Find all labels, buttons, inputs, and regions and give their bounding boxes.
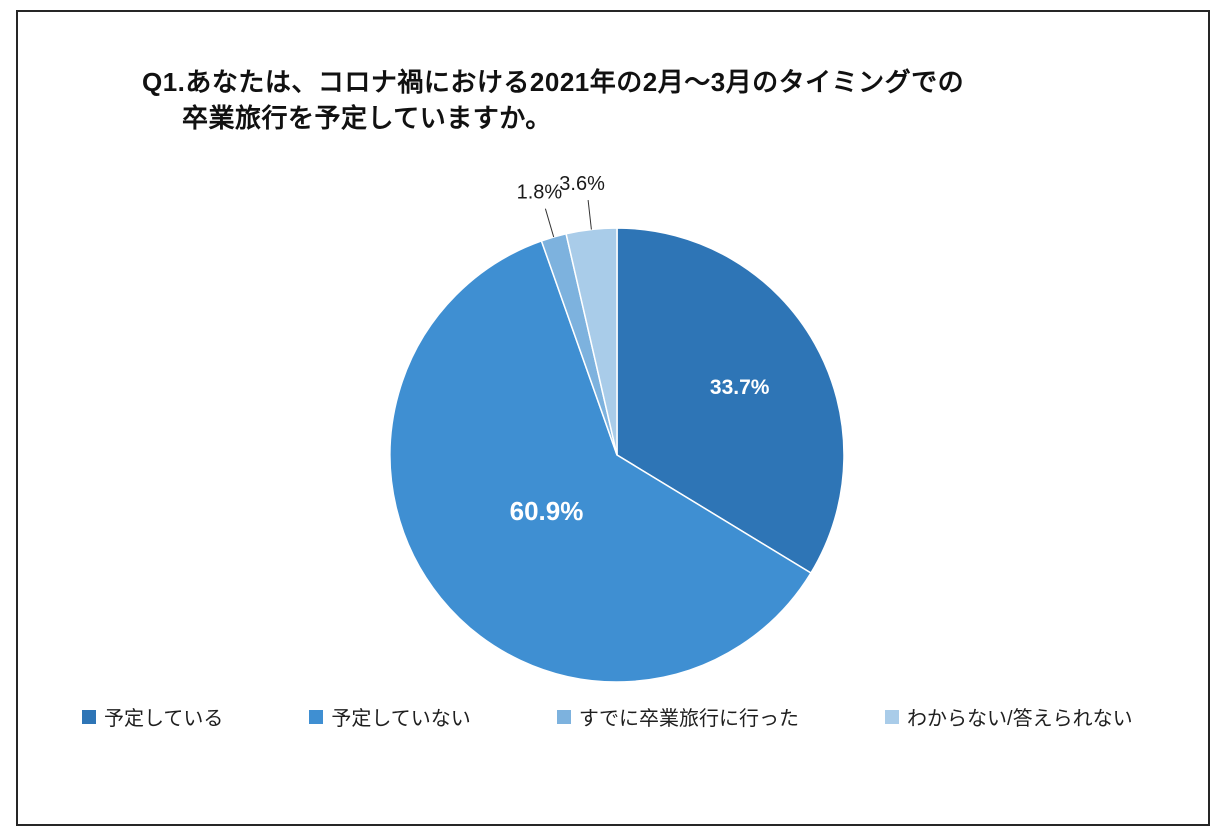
legend-label: すでに卒業旅行に行った (578, 708, 800, 730)
legend-item: 予定していない (309, 702, 471, 731)
legend-item: わからない/答えられない (885, 702, 1133, 731)
legend-label: 予定していない (331, 708, 471, 730)
legend-swatch (556, 709, 571, 724)
legend-item: すでに卒業旅行に行った (556, 702, 800, 731)
legend-label: わからない/答えられない (907, 708, 1133, 730)
chart-title-line2: 卒業旅行を予定していますか。 (182, 103, 552, 134)
chart-title: Q1.あなたは、コロナ禍における2021年の2月〜3月のタイミングでの 卒業旅行… (142, 64, 964, 137)
legend-swatch (885, 709, 900, 724)
chart-title-line1: Q1.あなたは、コロナ禍における2021年の2月〜3月のタイミングでの (142, 67, 965, 97)
legend-swatch (309, 709, 324, 724)
legend-swatch (82, 709, 96, 724)
legend-item: 予定している (82, 702, 223, 731)
legend-label: 予定している (104, 708, 224, 730)
legend: 予定している 予定していない すでに卒業旅行に行った わからない/答えられない (82, 702, 1133, 731)
